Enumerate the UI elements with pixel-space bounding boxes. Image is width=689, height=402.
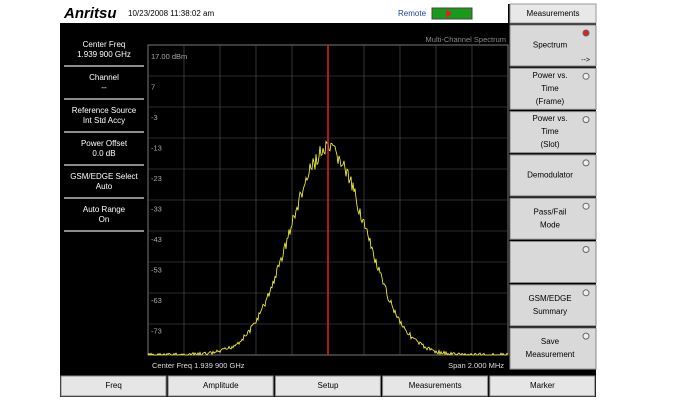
menu-button-label: (Slot)	[540, 140, 559, 149]
header-bar	[60, 4, 508, 23]
param-label: Reference Source	[72, 106, 137, 115]
param-label: Power Offset	[81, 139, 128, 148]
plot-title: Multi-Channel Spectrum	[426, 35, 506, 44]
menu-button-label: GSM/EDGE	[528, 294, 571, 303]
param-value: On	[99, 215, 110, 224]
indicator	[582, 116, 590, 124]
indicator	[582, 72, 590, 80]
param-value: 0.0 dB	[92, 149, 115, 158]
status: Remote	[398, 9, 427, 18]
softkey-label: Marker	[530, 381, 555, 390]
menu-button-label: (Frame)	[536, 97, 565, 106]
menu-button[interactable]	[509, 154, 597, 197]
param-label: Auto Range	[83, 205, 126, 214]
param-value: 1.939 900 GHz	[77, 50, 131, 59]
softkey-label: Measurements	[409, 381, 462, 390]
menu-title-box	[509, 3, 597, 24]
softkey[interactable]	[382, 375, 489, 397]
center-freq: Center Freq 1.939 900 GHz	[152, 361, 245, 370]
menu-button-label: Time	[541, 84, 559, 93]
datetime: 10/23/2008 11:38:02 am	[128, 9, 214, 18]
y-label: -23	[151, 174, 162, 183]
softkey-label: Freq	[105, 381, 121, 390]
menu-button[interactable]	[509, 24, 597, 67]
y-label: -13	[151, 143, 162, 152]
menu-button-label: Power vs.	[532, 114, 567, 123]
param-value: --	[101, 83, 107, 92]
param-label: GSM/EDGE Select	[70, 172, 138, 181]
menu-button-label: Summary	[533, 307, 567, 316]
y-label: -33	[151, 204, 162, 213]
param-label: Center Freq	[83, 40, 126, 49]
indicator	[582, 29, 590, 37]
indicator	[582, 246, 590, 253]
menu-title: Measurements	[527, 9, 580, 18]
softkey[interactable]	[489, 375, 596, 397]
indicator	[582, 159, 590, 167]
menu-button-label: Spectrum	[533, 41, 568, 50]
menu-button-label: Demodulator	[527, 171, 573, 180]
indicator	[582, 332, 590, 340]
brand: Anritsu	[63, 5, 117, 22]
y-label: -53	[151, 265, 162, 274]
param-value: Int Std Accy	[83, 116, 125, 125]
menu-button[interactable]	[509, 67, 597, 110]
menu-button[interactable]	[509, 284, 597, 327]
indicator	[582, 289, 590, 297]
menu-button-label: Time	[541, 127, 559, 136]
param-label: Channel	[89, 73, 119, 82]
softkey-label: Amplitude	[203, 381, 239, 390]
menu-button[interactable]	[509, 111, 597, 154]
softkey[interactable]	[167, 375, 274, 397]
softkey[interactable]	[274, 375, 381, 397]
param-value: Auto	[96, 182, 113, 191]
y-label: -73	[151, 326, 162, 335]
menu-button-label: Power vs.	[532, 71, 567, 80]
softkey-label: Setup	[318, 381, 339, 390]
y-label: 7	[151, 82, 155, 91]
y-label: -3	[151, 113, 158, 122]
menu-arrow: -->	[581, 57, 590, 64]
menu-button-label: Pass/Fail	[534, 207, 567, 216]
battery-arrow	[446, 9, 452, 18]
y-label: -63	[151, 296, 162, 305]
menu-button-label: Measurement	[526, 350, 576, 359]
y-label: 17.00 dBm	[151, 52, 187, 61]
menu-button-label: Save	[541, 337, 560, 346]
menu-button-label: Mode	[540, 220, 561, 229]
span: Span 2.000 MHz	[448, 361, 504, 370]
indicator	[582, 202, 590, 210]
menu-button[interactable]	[509, 327, 597, 370]
y-label: -43	[151, 235, 162, 244]
menu-button[interactable]	[509, 241, 597, 283]
menu-button[interactable]	[509, 197, 597, 240]
softkey[interactable]	[60, 375, 167, 397]
